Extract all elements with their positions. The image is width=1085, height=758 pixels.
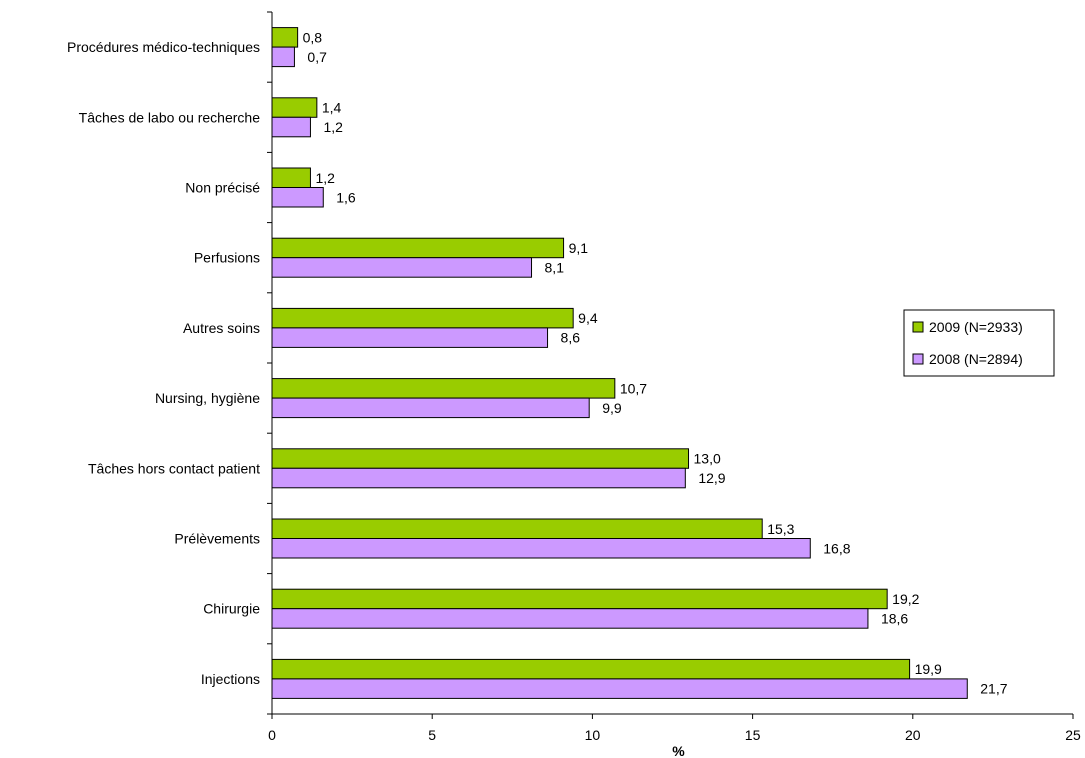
data-label: 1,6 bbox=[336, 189, 356, 205]
bar-series2 bbox=[271, 608, 869, 629]
bar-series2 bbox=[271, 327, 549, 348]
data-label: 0,7 bbox=[307, 49, 327, 65]
category-label: Autres soins bbox=[183, 320, 260, 336]
bar-series2 bbox=[271, 257, 533, 278]
bar-series2 bbox=[271, 46, 295, 68]
data-label: 1,2 bbox=[323, 119, 343, 135]
category-label: Prélèvements bbox=[174, 531, 260, 547]
data-label: 16,8 bbox=[823, 540, 850, 556]
category-label: Tâches hors contact patient bbox=[88, 460, 260, 476]
category-label: Tâches de labo ou recherche bbox=[79, 109, 261, 125]
data-label: 8,1 bbox=[545, 259, 565, 275]
legend-label: 2009 (N=2933) bbox=[929, 319, 1023, 335]
bar-series2 bbox=[271, 538, 811, 559]
category-label: Procédures médico-techniques bbox=[67, 39, 260, 55]
category-label: Injections bbox=[201, 671, 260, 687]
data-label: 10,7 bbox=[620, 380, 647, 396]
bar-series1 bbox=[271, 448, 690, 469]
data-label: 18,6 bbox=[881, 610, 908, 626]
legend-label: 2008 (N=2894) bbox=[929, 351, 1023, 367]
data-label: 12,9 bbox=[698, 470, 725, 486]
x-tick-label: 5 bbox=[428, 727, 436, 743]
data-label: 9,4 bbox=[578, 310, 598, 326]
data-label: 8,6 bbox=[561, 330, 581, 346]
category-label: Perfusions bbox=[194, 250, 260, 266]
axes-group bbox=[267, 11, 1073, 715]
data-label: 19,2 bbox=[892, 591, 919, 607]
x-ticks: 0 5 10 15 20 25 bbox=[268, 714, 1081, 743]
bar-series1 bbox=[271, 307, 574, 329]
bar-series1 bbox=[271, 588, 888, 610]
bar-series1 bbox=[271, 237, 565, 259]
data-label: 9,9 bbox=[602, 400, 622, 416]
bar-series1 bbox=[271, 658, 911, 680]
category-label: Chirurgie bbox=[203, 601, 260, 617]
data-label: 9,1 bbox=[569, 240, 589, 256]
legend-swatch bbox=[912, 353, 924, 365]
bar-series1 bbox=[271, 97, 318, 118]
legend-swatch bbox=[912, 321, 924, 333]
x-axis-title: % bbox=[672, 743, 685, 758]
category-label: Nursing, hygiène bbox=[155, 390, 260, 406]
data-label: 21,7 bbox=[980, 681, 1007, 697]
data-label: 13,0 bbox=[694, 451, 721, 467]
data-label: 1,4 bbox=[322, 100, 342, 116]
bar-series2 bbox=[271, 467, 686, 489]
x-tick-label: 10 bbox=[585, 727, 601, 743]
legend: 2009 (N=2933) 2008 (N=2894) bbox=[903, 309, 1055, 377]
bar-series2 bbox=[271, 187, 324, 208]
bar-series2 bbox=[271, 678, 968, 699]
bar-series2 bbox=[271, 116, 311, 138]
x-tick-label: 20 bbox=[905, 727, 921, 743]
x-tick-label: 0 bbox=[268, 727, 276, 743]
data-label: 1,2 bbox=[315, 170, 335, 186]
category-labels: Procédures médico-techniques Tâches de la… bbox=[67, 39, 260, 687]
bar-series1 bbox=[271, 518, 763, 539]
bar-series1 bbox=[271, 167, 311, 188]
data-label: 15,3 bbox=[767, 521, 794, 537]
bar-series1 bbox=[271, 27, 299, 48]
data-label: 19,9 bbox=[915, 661, 942, 677]
legend-box bbox=[903, 309, 1055, 377]
x-tick-label: 25 bbox=[1065, 727, 1081, 743]
bar-series1 bbox=[271, 378, 616, 399]
x-tick-label: 15 bbox=[745, 727, 761, 743]
bars-group: 0,80,71,41,21,21,69,18,19,48,610,79,913,… bbox=[271, 27, 1008, 699]
data-label: 0,8 bbox=[303, 29, 323, 45]
bar-series2 bbox=[271, 397, 590, 419]
category-label: Non précisé bbox=[185, 180, 260, 196]
